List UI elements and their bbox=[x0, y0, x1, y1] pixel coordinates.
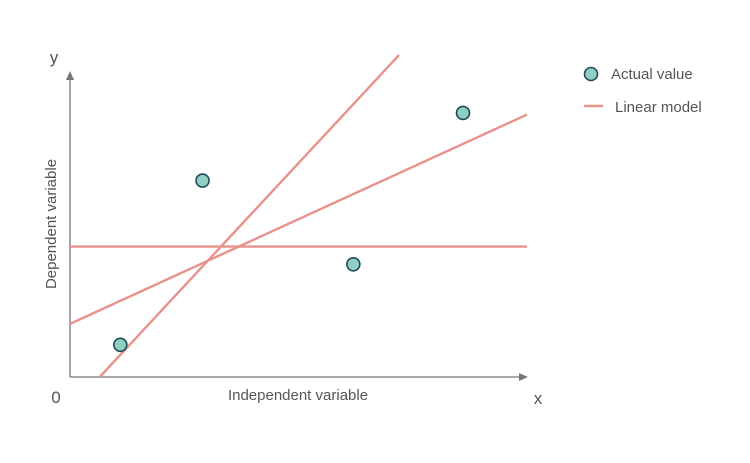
axes bbox=[66, 71, 528, 381]
data-point-3 bbox=[346, 256, 361, 272]
linear-model-line-2 bbox=[69, 113, 528, 325]
y-axis-title: Dependent variable bbox=[43, 159, 60, 289]
origin-label: 0 bbox=[51, 388, 60, 407]
x-axis-title: Independent variable bbox=[228, 387, 368, 404]
legend-point-symbol bbox=[583, 66, 599, 82]
data-point-1 bbox=[112, 337, 128, 353]
data-points bbox=[112, 105, 471, 353]
y-axis-end-label: y bbox=[50, 48, 59, 67]
legend-label-actual-value: Actual value bbox=[611, 66, 693, 83]
data-point-2 bbox=[195, 173, 210, 188]
y-axis-arrow bbox=[66, 71, 74, 80]
linear-model-line-3 bbox=[98, 54, 400, 378]
model-lines bbox=[69, 54, 528, 378]
legend-label-linear-model: Linear model bbox=[615, 99, 702, 116]
x-axis-arrow bbox=[519, 373, 528, 381]
x-axis-end-label: x bbox=[534, 389, 543, 408]
legend: Actual value Linear model bbox=[583, 66, 702, 116]
data-point-4 bbox=[455, 105, 471, 121]
